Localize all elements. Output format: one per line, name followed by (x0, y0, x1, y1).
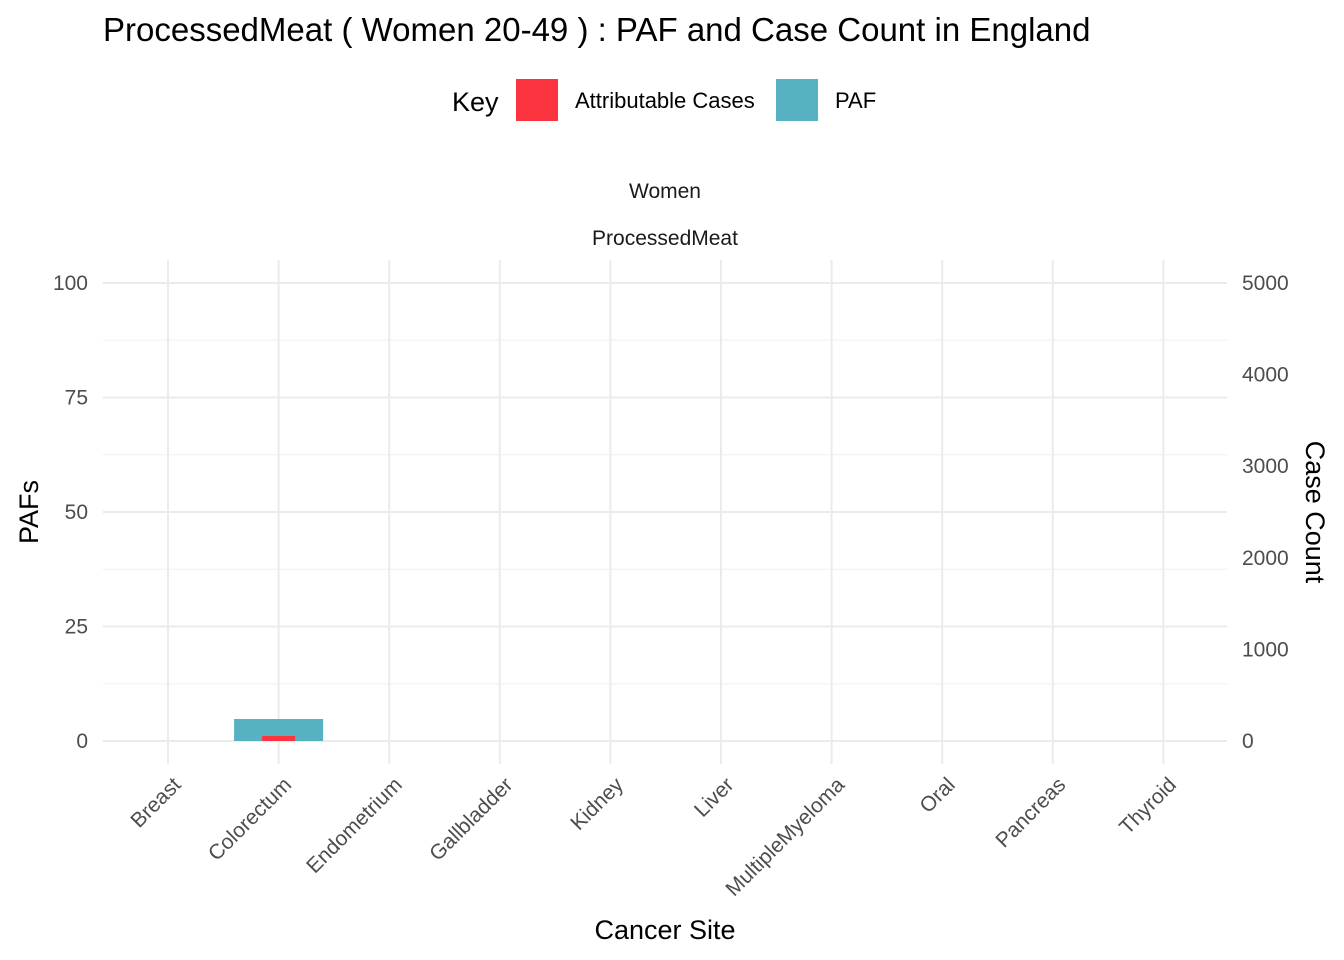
legend-label-paf: PAF (835, 88, 876, 113)
grid (103, 260, 1227, 764)
x-axis-title: Cancer Site (594, 915, 735, 945)
x-tick-label: Pancreas (991, 773, 1070, 852)
y-tick-label: 25 (65, 616, 88, 639)
bar-cases-colorectum (262, 735, 296, 741)
legend-title: Key (452, 87, 499, 117)
y2-axis-title: Case Count (1300, 441, 1330, 584)
x-tick-label: Thyroid (1115, 773, 1181, 839)
x-tick-label: Gallbladder (425, 773, 517, 865)
chart-title: ProcessedMeat ( Women 20-49 ) : PAF and … (103, 11, 1090, 48)
y-tick-label: 50 (65, 501, 88, 524)
right-axis: 0 1000 2000 3000 4000 5000 (1242, 272, 1289, 753)
facet-label-risk-factor: ProcessedMeat (592, 227, 738, 250)
x-tick-label: Kidney (566, 773, 628, 835)
y2-tick-label: 4000 (1242, 364, 1289, 387)
y-tick-label: 75 (65, 387, 88, 410)
legend: Key Attributable Cases PAF (452, 79, 876, 121)
y2-tick-label: 0 (1242, 730, 1254, 753)
y2-tick-label: 3000 (1242, 455, 1289, 478)
legend-label-attributable-cases: Attributable Cases (575, 88, 755, 113)
legend-key-attributable-cases (516, 79, 558, 121)
y-tick-label: 0 (76, 730, 88, 753)
bars (234, 719, 324, 741)
y-tick-label: 100 (53, 272, 88, 295)
y2-tick-label: 5000 (1242, 272, 1289, 295)
x-tick-label: Colorectum (204, 773, 296, 865)
y-axis-title: PAFs (14, 480, 44, 544)
y2-tick-label: 1000 (1242, 638, 1289, 661)
x-tick-label: Breast (126, 773, 185, 832)
x-tick-label: Oral (915, 773, 959, 817)
bar-paf-colorectum (234, 719, 324, 741)
x-tick-label: Liver (690, 773, 738, 821)
x-tick-label: Endometrium (302, 773, 407, 878)
x-tick-label: MultipleMyeloma (721, 773, 849, 901)
left-axis: 0 25 50 75 100 (53, 272, 88, 753)
y2-tick-label: 2000 (1242, 547, 1289, 570)
facet-label-sex: Women (629, 180, 701, 203)
x-axis: Breast Colorectum Endometrium Gallbladder Ki… (126, 773, 1181, 901)
legend-key-paf (776, 79, 818, 121)
